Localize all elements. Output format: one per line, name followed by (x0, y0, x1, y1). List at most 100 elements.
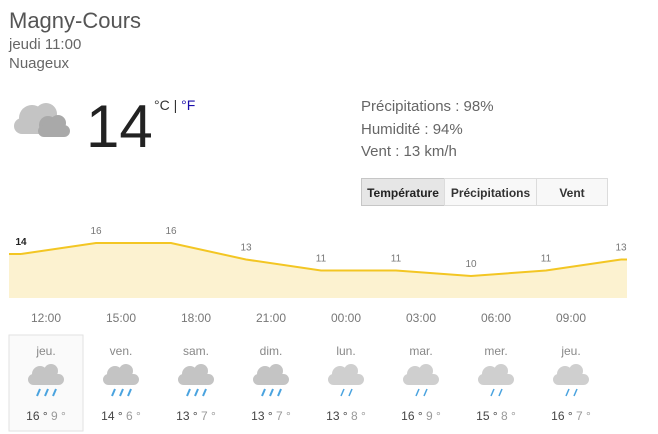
temp-part: ° (343, 409, 348, 423)
cloud-part (478, 374, 514, 385)
day-name: sam. (183, 344, 209, 358)
day-name: mer. (484, 344, 507, 358)
temp-part: ° (118, 409, 123, 423)
condition: Nuageux (9, 55, 70, 72)
rain-drop (498, 388, 503, 397)
day-temps: 13 ° 7 ° (251, 409, 291, 423)
rain-drop (490, 388, 495, 397)
tab[interactable]: Température (361, 178, 445, 206)
temp-part: 16 (551, 409, 565, 423)
temperature-label: 11 (541, 254, 552, 265)
rain-drop (340, 388, 345, 397)
rain-drop (119, 388, 124, 397)
temp-part: ° (211, 409, 216, 423)
rain-drop (186, 388, 191, 397)
rain-drop (277, 388, 282, 397)
temperature-label: 10 (465, 259, 477, 270)
rain-drop (36, 388, 41, 397)
temp-part: ° (568, 409, 573, 423)
rain-drop (52, 388, 57, 397)
rain-icon (253, 364, 289, 397)
temp-part: 9 (51, 409, 58, 423)
rain-drop (202, 388, 207, 397)
tab[interactable]: Vent (536, 178, 608, 206)
time-label: 15:00 (106, 311, 136, 325)
temperature-label: 11 (391, 254, 402, 265)
temp-part: 15 (476, 409, 490, 423)
rain-drop (44, 388, 49, 397)
cloud-part (553, 374, 589, 385)
rain-icon (28, 364, 64, 397)
weather-icon (14, 103, 70, 137)
tab[interactable]: Précipitations (444, 178, 537, 206)
day-name: jeu. (560, 344, 580, 358)
temp-part: 7 (276, 409, 283, 423)
temperature-label: 13 (240, 243, 252, 254)
time-label: 03:00 (406, 311, 436, 325)
rain-icon (403, 364, 439, 397)
rain-drop (415, 388, 420, 397)
temp-part: 8 (351, 409, 358, 423)
time-label: 12:00 (31, 311, 61, 325)
rain-icon (553, 364, 589, 397)
rain-icon (103, 364, 139, 397)
rain-drop (573, 388, 578, 397)
unit-separator: | (173, 97, 178, 113)
rain-drop (261, 388, 266, 397)
day-temps: 13 ° 8 ° (326, 409, 366, 423)
day-name: ven. (110, 344, 133, 358)
day-name: mar. (409, 344, 432, 358)
temp-part: ° (268, 409, 273, 423)
current-temperature: 14 (86, 93, 153, 160)
day-temps: 16 ° 9 ° (401, 409, 441, 423)
temp-part: 7 (576, 409, 583, 423)
temp-part: ° (493, 409, 498, 423)
temp-part: 7 (201, 409, 208, 423)
temp-part: ° (136, 409, 141, 423)
day-temps: 16 ° 9 ° (26, 409, 66, 423)
temp-part: 13 (251, 409, 265, 423)
rain-drop (348, 388, 353, 397)
unit-celsius: °C (154, 97, 170, 113)
rain-drop (423, 388, 428, 397)
temp-part: 6 (126, 409, 133, 423)
rain-drop (127, 388, 132, 397)
time-label: 18:00 (181, 311, 211, 325)
temp-part: 13 (176, 409, 190, 423)
day-name: dim. (260, 344, 283, 358)
temp-part: 16 (26, 409, 40, 423)
temp-part: 16 (401, 409, 415, 423)
cloud-part (178, 374, 214, 385)
detail: Vent : 13 km/h (361, 143, 457, 160)
cloud-part (253, 374, 289, 385)
details: Précipitations : 98% Humidité : 94% Vent… (361, 96, 494, 164)
temp-part: ° (193, 409, 198, 423)
time-label: 21:00 (256, 311, 286, 325)
temperature-line (20, 242, 622, 278)
unit-fahrenheit[interactable]: °F (181, 97, 196, 113)
rain-drop (269, 388, 274, 397)
temp-part: ° (43, 409, 48, 423)
temp-part: 8 (501, 409, 508, 423)
day-temps: 14 ° 6 ° (101, 409, 141, 423)
temp-part: 9 (426, 409, 433, 423)
time: jeudi 11:00 (9, 36, 82, 53)
temp-part: 13 (326, 409, 340, 423)
temp-part: ° (586, 409, 591, 423)
day-temps: 15 ° 8 ° (476, 409, 516, 423)
cloud-part (103, 374, 139, 385)
location: Magny-Cours (9, 8, 142, 33)
rain-drop (194, 388, 199, 397)
temp-part: ° (511, 409, 516, 423)
temp-part: ° (286, 409, 291, 423)
rain-drop (111, 388, 116, 397)
detail: Précipitations : 98% (361, 98, 494, 115)
temperature-label: 16 (165, 226, 177, 237)
temp-part: 14 (101, 409, 115, 423)
cloud-part (28, 374, 64, 385)
time-label: 00:00 (331, 311, 361, 325)
rain-drop (565, 388, 570, 397)
time-label: 06:00 (481, 311, 511, 325)
temp-part: ° (436, 409, 441, 423)
